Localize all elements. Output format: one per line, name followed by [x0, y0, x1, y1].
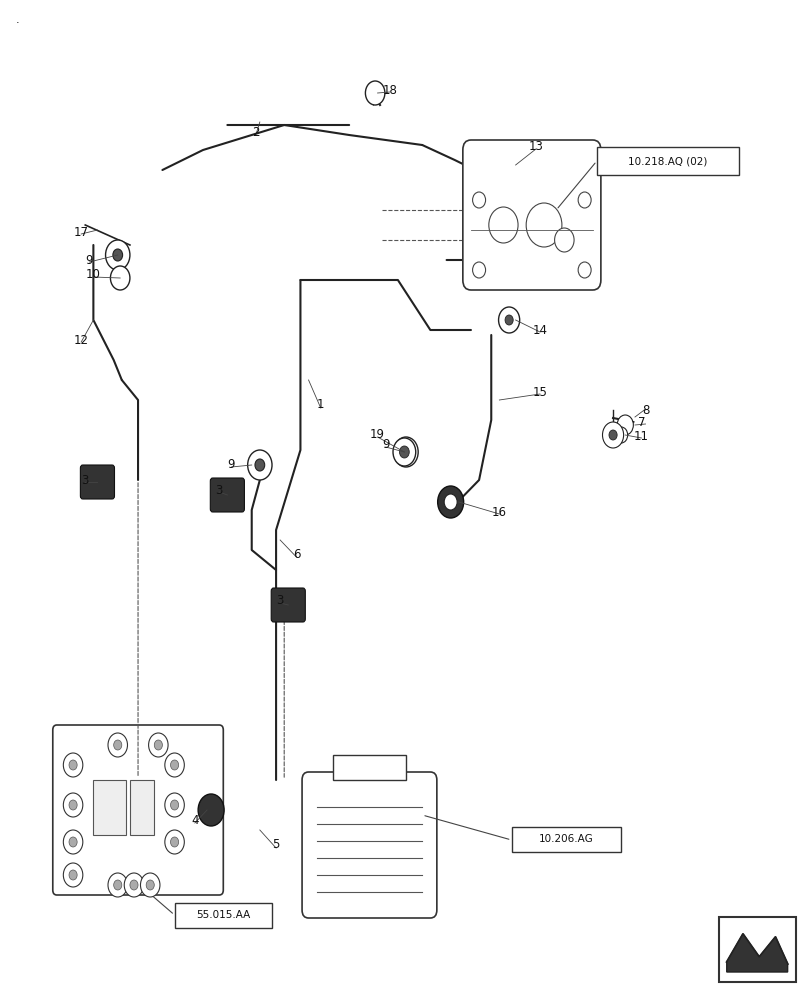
Circle shape: [124, 873, 144, 897]
Circle shape: [393, 438, 415, 466]
FancyBboxPatch shape: [53, 725, 223, 895]
Circle shape: [105, 240, 130, 270]
FancyBboxPatch shape: [511, 827, 620, 852]
Circle shape: [472, 192, 485, 208]
FancyBboxPatch shape: [462, 140, 600, 290]
Circle shape: [498, 307, 519, 333]
Circle shape: [526, 203, 561, 247]
Circle shape: [63, 830, 83, 854]
Text: 6: 6: [292, 548, 300, 562]
FancyBboxPatch shape: [271, 588, 305, 622]
Bar: [718, 917, 795, 982]
Text: 7: 7: [637, 416, 645, 428]
Text: 3: 3: [215, 484, 223, 496]
Text: 9: 9: [227, 458, 235, 472]
Circle shape: [69, 837, 77, 847]
Circle shape: [130, 880, 138, 890]
Circle shape: [614, 427, 627, 443]
FancyBboxPatch shape: [80, 465, 114, 499]
Circle shape: [69, 760, 77, 770]
Text: 4: 4: [191, 814, 199, 826]
Circle shape: [472, 262, 485, 278]
Text: 14: 14: [532, 324, 547, 336]
Polygon shape: [726, 934, 787, 972]
Circle shape: [63, 793, 83, 817]
FancyBboxPatch shape: [596, 147, 738, 175]
Text: 9: 9: [85, 253, 93, 266]
Circle shape: [108, 733, 127, 757]
Circle shape: [602, 422, 623, 448]
Circle shape: [488, 207, 517, 243]
Text: 17: 17: [74, 226, 88, 238]
Text: 1: 1: [316, 398, 324, 412]
Circle shape: [146, 880, 154, 890]
Circle shape: [577, 192, 590, 208]
Circle shape: [69, 800, 77, 810]
FancyBboxPatch shape: [174, 903, 272, 928]
Text: ·: ·: [16, 18, 19, 28]
Circle shape: [444, 494, 457, 510]
Text: 15: 15: [532, 385, 547, 398]
Circle shape: [170, 837, 178, 847]
Circle shape: [63, 753, 83, 777]
Text: 3: 3: [276, 593, 284, 606]
Circle shape: [616, 415, 633, 435]
Text: 55.015.AA: 55.015.AA: [196, 910, 250, 920]
Text: 12: 12: [74, 334, 88, 347]
Circle shape: [198, 794, 224, 826]
Circle shape: [255, 459, 264, 471]
Circle shape: [437, 486, 463, 518]
Bar: [333, 755, 406, 780]
Text: 9: 9: [381, 438, 389, 452]
Circle shape: [148, 733, 168, 757]
Text: 18: 18: [382, 84, 397, 97]
Circle shape: [140, 873, 160, 897]
Circle shape: [165, 753, 184, 777]
Text: 11: 11: [633, 430, 648, 442]
Circle shape: [170, 800, 178, 810]
Circle shape: [247, 450, 272, 480]
Circle shape: [110, 266, 130, 290]
Bar: [93, 780, 126, 835]
Text: 5: 5: [272, 838, 280, 852]
Circle shape: [554, 228, 573, 252]
FancyBboxPatch shape: [302, 772, 436, 918]
Circle shape: [165, 830, 184, 854]
Text: 8: 8: [641, 403, 649, 416]
Text: 13: 13: [528, 140, 543, 153]
Text: 3: 3: [81, 474, 89, 487]
Circle shape: [399, 446, 409, 458]
Circle shape: [504, 315, 513, 325]
Text: 10.218.AQ (02): 10.218.AQ (02): [628, 156, 706, 166]
Circle shape: [114, 740, 122, 750]
FancyBboxPatch shape: [210, 478, 244, 512]
Circle shape: [170, 760, 178, 770]
Circle shape: [577, 262, 590, 278]
Circle shape: [393, 437, 418, 467]
Circle shape: [63, 863, 83, 887]
Circle shape: [113, 249, 122, 261]
Circle shape: [114, 880, 122, 890]
Text: 10: 10: [86, 268, 101, 282]
Bar: [130, 780, 154, 835]
Text: 2: 2: [251, 125, 260, 138]
Text: 19: 19: [370, 428, 384, 442]
Circle shape: [69, 870, 77, 880]
Circle shape: [154, 740, 162, 750]
Circle shape: [401, 446, 410, 458]
Circle shape: [365, 81, 384, 105]
Circle shape: [108, 873, 127, 897]
Circle shape: [165, 793, 184, 817]
Text: 10.206.AG: 10.206.AG: [539, 834, 593, 844]
Circle shape: [608, 430, 616, 440]
Text: 16: 16: [491, 506, 506, 518]
